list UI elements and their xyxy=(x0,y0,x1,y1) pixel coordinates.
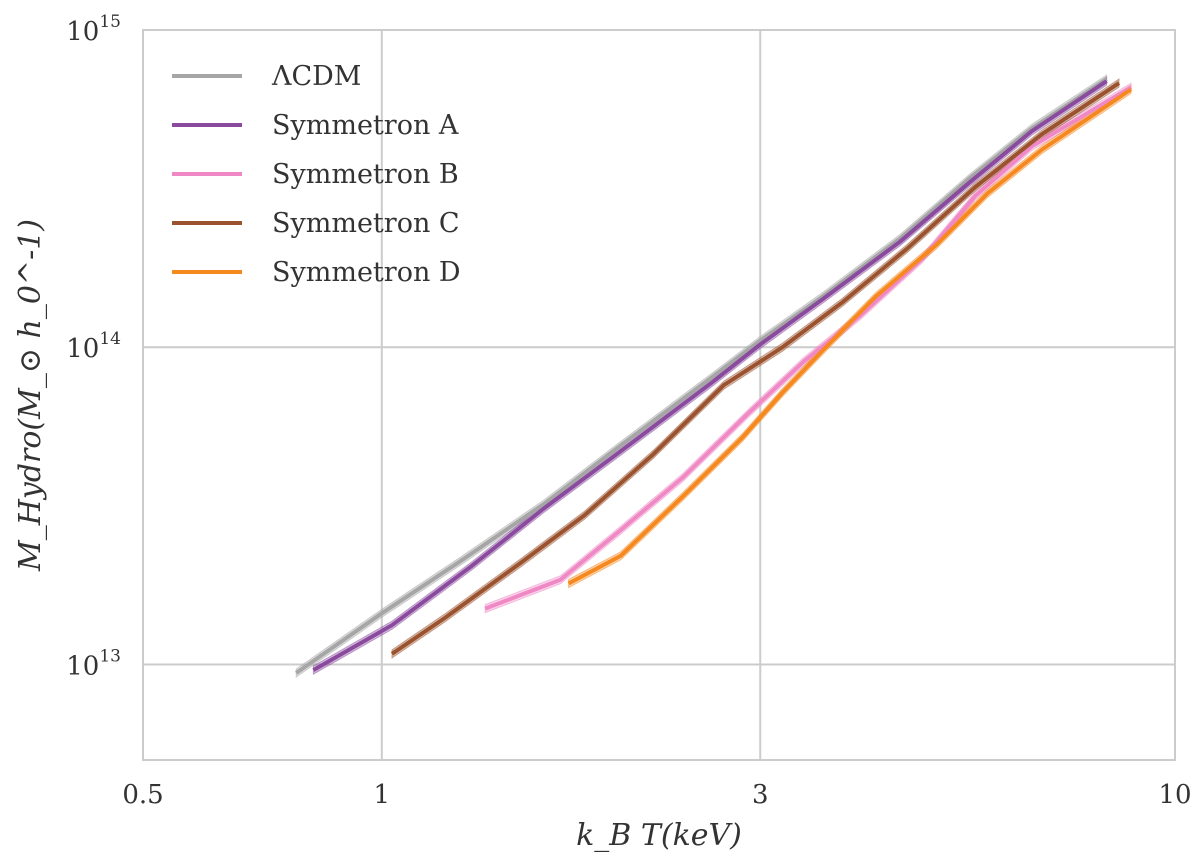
series-line-0 xyxy=(295,77,1108,675)
series-band-4 xyxy=(568,84,1132,589)
x-axis-label: k_B T(keV) xyxy=(576,818,742,853)
x-tick-label-2: 3 xyxy=(752,780,769,810)
series-line-4 xyxy=(567,87,1133,586)
y-tick-label-2: 1015 xyxy=(66,12,121,47)
legend-label-3: Symmetron C xyxy=(272,208,460,239)
series-lines xyxy=(295,77,1133,675)
x-tick-label-0: 0.5 xyxy=(122,780,163,810)
x-tick-label-3: 10 xyxy=(1158,780,1191,810)
grid xyxy=(143,30,1175,760)
plot-frame xyxy=(142,29,1176,761)
tick-labels: 0.5 1 3 10 1013 1014 1015 xyxy=(66,12,1191,810)
y-tick-label-0: 1013 xyxy=(66,646,121,681)
legend-label-0: ΛCDM xyxy=(271,61,361,92)
series-line-1 xyxy=(312,79,1108,672)
y-axis-label: M_Hydro(M_⊙ h_0^-1) xyxy=(13,219,48,572)
y-tick-label-1: 1014 xyxy=(66,329,121,364)
series-line-2 xyxy=(484,85,1133,611)
x-tick-label-1: 1 xyxy=(374,780,391,810)
series-line-3 xyxy=(390,81,1121,656)
legend-label-1: Symmetron A xyxy=(272,110,459,141)
legend-label-4: Symmetron D xyxy=(272,257,461,288)
legend-label-2: Symmetron B xyxy=(272,159,459,190)
legend: ΛCDM Symmetron A Symmetron B Symmetron C Sym… xyxy=(172,61,461,288)
